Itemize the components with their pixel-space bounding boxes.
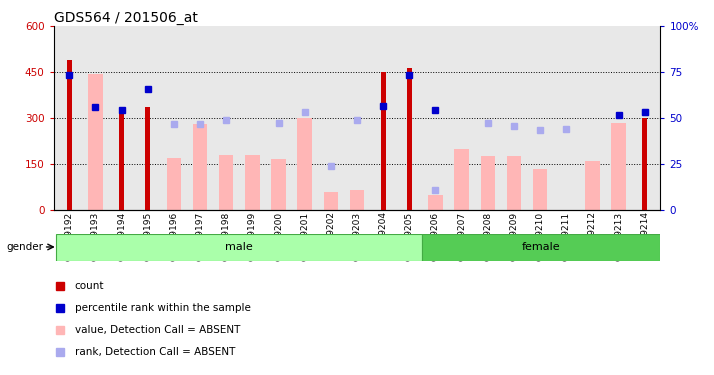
Bar	[454, 149, 469, 210]
Bar	[219, 155, 233, 210]
Bar	[428, 195, 443, 210]
Bar	[407, 68, 412, 210]
Bar	[585, 161, 600, 210]
Bar	[350, 190, 364, 210]
Bar	[193, 124, 207, 210]
Text: GDS564 / 201506_at: GDS564 / 201506_at	[54, 11, 198, 25]
Bar	[298, 118, 312, 210]
Bar	[89, 74, 103, 210]
Bar	[323, 192, 338, 210]
Text: value, Detection Call = ABSENT: value, Detection Call = ABSENT	[75, 325, 240, 335]
Text: rank, Detection Call = ABSENT: rank, Detection Call = ABSENT	[75, 347, 235, 357]
Bar	[67, 60, 71, 210]
Bar	[245, 155, 260, 210]
Bar	[56, 234, 423, 261]
Bar	[166, 158, 181, 210]
Bar	[611, 123, 625, 210]
Bar	[481, 156, 495, 210]
Bar	[423, 234, 660, 261]
Text: count: count	[75, 281, 104, 291]
Bar	[146, 107, 150, 210]
Text: gender: gender	[6, 242, 43, 252]
Bar	[271, 159, 286, 210]
Bar	[643, 118, 647, 210]
Text: male: male	[226, 243, 253, 252]
Bar	[507, 156, 521, 210]
Bar	[119, 112, 124, 210]
Text: percentile rank within the sample: percentile rank within the sample	[75, 303, 251, 313]
Bar	[381, 72, 386, 210]
Text: female: female	[522, 243, 560, 252]
Bar	[533, 169, 548, 210]
